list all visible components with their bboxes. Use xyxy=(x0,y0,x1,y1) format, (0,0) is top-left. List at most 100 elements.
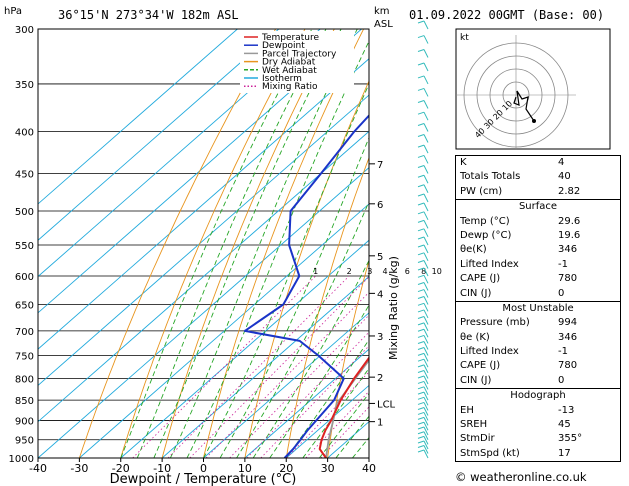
wind-barb xyxy=(423,123,429,132)
wind-barb xyxy=(423,35,429,44)
wind-barb xyxy=(423,49,429,58)
mixing-ratio-label: 6 xyxy=(405,267,410,276)
wind-barb xyxy=(417,165,425,168)
wind-barb xyxy=(417,144,425,148)
wind-barb xyxy=(423,184,429,193)
wind-barb xyxy=(417,219,425,223)
wind-barb xyxy=(417,267,425,271)
wind-barb xyxy=(417,440,425,444)
wind-barb xyxy=(417,341,425,344)
parcel-trajectory-line xyxy=(325,358,369,458)
wind-barb xyxy=(417,358,425,362)
copyright-footer: © weatheronline.co.uk xyxy=(455,470,587,484)
wind-barb xyxy=(417,184,425,188)
wind-barb xyxy=(423,436,429,445)
wind-barb xyxy=(423,75,429,85)
wind-barb xyxy=(417,431,425,435)
wind-barb xyxy=(417,49,425,52)
km-tick-label: LCL xyxy=(377,399,396,410)
wind-barb xyxy=(423,440,429,450)
wind-barb xyxy=(423,402,429,411)
isotherm xyxy=(285,384,369,458)
hodograph-trace xyxy=(513,90,535,122)
isotherm xyxy=(244,348,369,458)
isotherm xyxy=(38,167,369,458)
wet-adiabat xyxy=(236,200,369,458)
wind-barb xyxy=(423,407,429,416)
isotherm xyxy=(38,130,369,423)
isotherm xyxy=(38,29,280,241)
wet-adiabat xyxy=(252,259,369,458)
isotherm xyxy=(38,94,369,387)
wind-barb xyxy=(423,155,429,164)
wet-adiabat xyxy=(203,83,369,458)
mixing-ratio-label: 3 xyxy=(367,267,372,276)
wind-barb xyxy=(423,282,429,291)
wind-barb xyxy=(423,347,429,356)
wind-barb xyxy=(417,20,425,24)
km-tick-label: 6 xyxy=(377,200,383,211)
index-row: StmDir 355° xyxy=(460,433,583,445)
wind-barb xyxy=(423,111,429,121)
wind-barb xyxy=(423,220,429,229)
wind-barb xyxy=(417,396,425,400)
wind-barb xyxy=(423,100,429,109)
wind-barb xyxy=(417,370,425,373)
wind-barb xyxy=(423,211,429,221)
wind-barb xyxy=(423,309,429,319)
wind-barb xyxy=(417,364,425,368)
km-tick-label: 2 xyxy=(377,373,383,384)
datetime-title: 01.09.2022 00GMT (Base: 00) xyxy=(409,8,604,22)
legend-label: Mixing Ratio xyxy=(262,82,318,92)
legend-label: Isotherm xyxy=(262,74,302,84)
wind-barb xyxy=(417,322,425,326)
index-row: θe(K) 346 xyxy=(460,244,578,256)
dry-adiabat xyxy=(161,29,335,458)
wind-barb xyxy=(417,406,425,410)
mixing-ratio-label: 1 xyxy=(313,267,318,276)
x-tick-label: -20 xyxy=(112,462,130,475)
pressure-tick-label: 450 xyxy=(15,169,34,180)
wind-barb xyxy=(423,322,429,332)
plot-frame xyxy=(37,28,370,459)
wind-barb xyxy=(417,302,425,306)
wind-barb xyxy=(423,296,429,305)
wind-barb xyxy=(423,358,429,368)
wind-barb xyxy=(423,134,429,143)
wind-barb xyxy=(423,449,429,459)
wind-barb xyxy=(417,87,425,91)
wet-adiabat xyxy=(219,136,369,458)
section-title: Surface xyxy=(518,201,558,213)
isotherm xyxy=(79,203,369,458)
wind-barb xyxy=(423,386,429,396)
wind-barb xyxy=(417,193,425,197)
wind-barb xyxy=(417,435,425,439)
pressure-tick-label: 550 xyxy=(15,241,34,252)
pressure-tick-label: 850 xyxy=(15,396,34,407)
index-row: StmSpd (kt) 17 xyxy=(460,447,571,459)
wet-adiabat xyxy=(186,40,369,458)
wind-barb xyxy=(423,335,429,344)
wind-barb xyxy=(423,431,429,440)
wind-barb xyxy=(423,370,429,379)
wind-barb xyxy=(423,144,429,154)
hpa-label: hPa xyxy=(4,6,22,17)
wind-barb xyxy=(417,421,425,425)
km-tick-label: 3 xyxy=(377,332,383,343)
section-title: Most Unstable xyxy=(502,302,574,314)
km-label: km xyxy=(374,6,390,17)
isotherm xyxy=(161,275,369,458)
pressure-tick-label: 700 xyxy=(15,327,34,338)
wind-barb xyxy=(417,416,425,420)
wet-adiabat xyxy=(169,29,358,458)
wind-barb xyxy=(417,75,425,79)
legend-label: Dry Adiabat xyxy=(262,58,316,68)
wind-barb xyxy=(417,352,425,356)
x-tick-label: 40 xyxy=(362,462,376,475)
wind-barb xyxy=(417,282,425,286)
profile-lines xyxy=(243,114,369,458)
x-tick-label: 10 xyxy=(238,462,252,475)
